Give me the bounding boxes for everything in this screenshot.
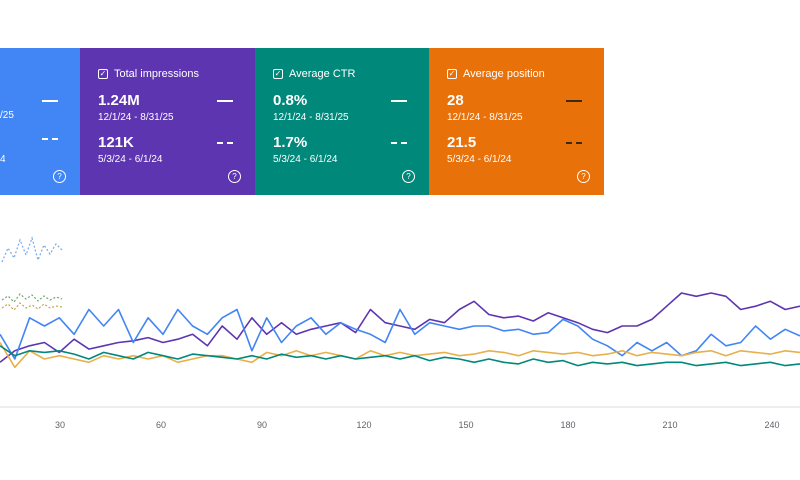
card-label: Average CTR (289, 68, 356, 80)
current-range: 12/1/24 - 8/31/25 (447, 112, 523, 123)
help-icon[interactable]: ? (228, 170, 241, 183)
current-value: 0.8% (273, 92, 308, 109)
previous-value: 121K (98, 134, 134, 151)
previous-period-line-icon (391, 142, 407, 144)
previous-period-line-icon (217, 142, 233, 144)
current-value: 1.24M (98, 92, 140, 109)
average-position-card[interactable]: ✓ Average position 28 12/1/24 - 8/31/25 … (429, 48, 604, 195)
previous-value: 21.5 (447, 134, 477, 151)
help-icon[interactable]: ? (53, 170, 66, 183)
average-ctr-card[interactable]: ✓ Average CTR 0.8% 12/1/24 - 8/31/25 1.7… (255, 48, 429, 195)
checkbox-icon[interactable]: ✓ (447, 69, 457, 79)
x-tick-label: 60 (156, 420, 166, 430)
x-tick-label: 180 (560, 420, 575, 430)
current-period-line-icon (391, 100, 407, 102)
previous-range: 5/3/24 - 6/1/24 (98, 154, 163, 165)
series-line-3 (0, 345, 800, 367)
checkbox-icon[interactable]: ✓ (273, 69, 283, 79)
previous-range: 5/3/24 - 6/1/24 (273, 154, 338, 165)
previous-range: 4 (0, 154, 6, 165)
series-line-1 (0, 308, 800, 360)
current-value: 28 (447, 92, 464, 109)
performance-line-chart[interactable]: 30 60 90 120 150 180 210 240 (0, 200, 800, 450)
help-icon[interactable]: ? (402, 170, 415, 183)
total-impressions-card[interactable]: ✓ Total impressions 1.24M 12/1/24 - 8/31… (80, 48, 255, 195)
previous-period-line-icon (566, 142, 582, 144)
previous-value: 1.7% (273, 134, 308, 151)
chart-legend-mini (1, 235, 63, 311)
current-range: 12/1/24 - 8/31/25 (98, 112, 174, 123)
card-label: Average position (463, 68, 545, 80)
previous-period-line-icon (42, 138, 58, 140)
help-icon[interactable]: ? (577, 170, 590, 183)
x-tick-label: 150 (458, 420, 473, 430)
current-period-line-icon (42, 100, 58, 102)
x-tick-label: 240 (764, 420, 779, 430)
current-range: 12/1/24 - 8/31/25 (273, 112, 349, 123)
total-clicks-card[interactable]: /25 4 ? (0, 48, 80, 195)
previous-range: 5/3/24 - 6/1/24 (447, 154, 512, 165)
x-tick-label: 90 (257, 420, 267, 430)
current-period-line-icon (217, 100, 233, 102)
card-label: Total impressions (114, 68, 199, 80)
metric-cards: /25 4 ? ✓ Total impressions 1.24M 12/1/2… (0, 48, 604, 195)
x-tick-label: 30 (55, 420, 65, 430)
checkbox-icon[interactable]: ✓ (98, 69, 108, 79)
x-tick-label: 120 (356, 420, 371, 430)
x-tick-label: 210 (662, 420, 677, 430)
current-range: /25 (0, 110, 14, 121)
current-period-line-icon (566, 100, 582, 102)
series-line-2 (0, 342, 800, 369)
